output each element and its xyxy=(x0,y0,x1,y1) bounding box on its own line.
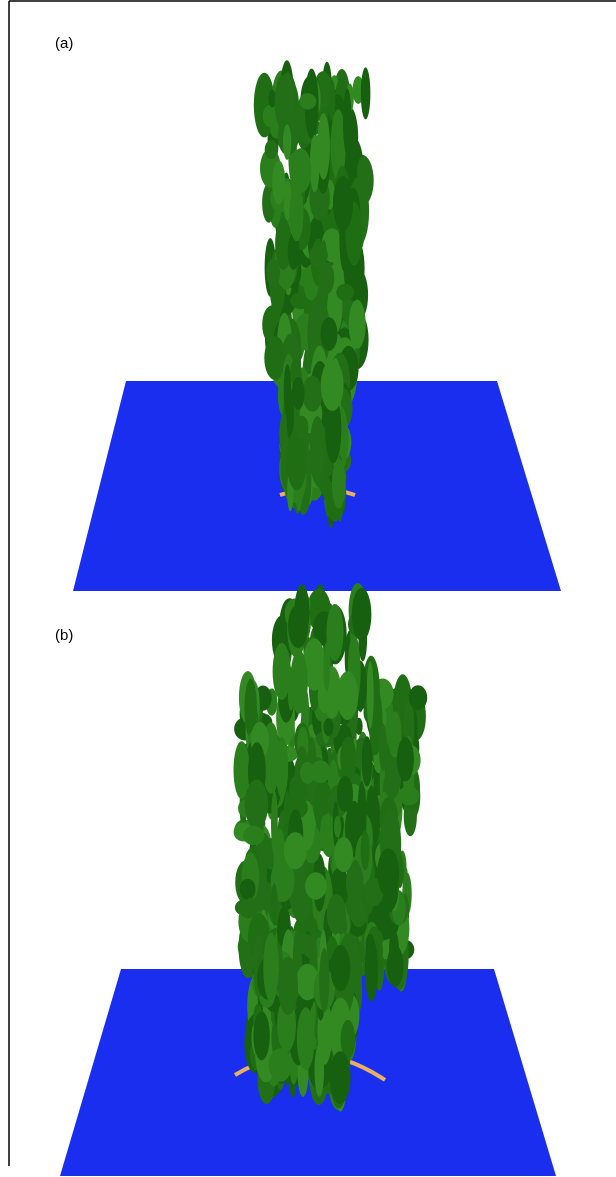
plume-blob xyxy=(334,816,341,837)
plume-blob xyxy=(321,317,338,351)
plume-blob xyxy=(409,685,427,710)
plume-blob xyxy=(278,957,298,1015)
plume-blob xyxy=(366,934,375,957)
plume-blob xyxy=(276,737,288,799)
plume-blob xyxy=(297,1007,315,1070)
plume-blob xyxy=(245,780,268,830)
plume-blob xyxy=(324,718,334,736)
plume-blob xyxy=(361,67,371,119)
plume-blob xyxy=(280,72,295,130)
plume-blob xyxy=(272,161,285,205)
plume-blob xyxy=(253,1011,269,1060)
plume-blob xyxy=(269,1048,292,1082)
figure: (a) (b) xyxy=(0,0,616,1177)
plume-blob xyxy=(290,650,308,714)
plume-blob xyxy=(318,262,335,295)
plume-blob xyxy=(289,777,298,806)
plume-blob xyxy=(310,416,325,480)
plume-blob xyxy=(273,643,291,700)
plume-blob xyxy=(292,377,305,410)
panel-label: (a) xyxy=(55,35,73,52)
plume-blob xyxy=(271,883,278,925)
plume-blob xyxy=(283,124,291,160)
plume-blob xyxy=(367,661,374,729)
plume-blob xyxy=(336,284,354,301)
plume-blob xyxy=(361,831,370,871)
plume-blob xyxy=(303,376,323,412)
plume-blob xyxy=(321,360,344,411)
plume-blob xyxy=(332,459,346,509)
plume-blob xyxy=(397,737,414,781)
plume-blob xyxy=(330,1051,351,1104)
plume-blob xyxy=(351,860,362,899)
plume-blob xyxy=(327,604,344,661)
plume-blob xyxy=(284,832,307,869)
plume-blob xyxy=(239,900,257,919)
plume-blob xyxy=(284,364,291,418)
plume-blob xyxy=(305,872,327,899)
plume-blob xyxy=(295,416,309,439)
plume-blob xyxy=(389,930,399,967)
plume-blob xyxy=(334,837,353,872)
plume-blob xyxy=(331,945,351,991)
plume-blob xyxy=(300,93,317,109)
plume-blob xyxy=(349,300,366,349)
plume-blob xyxy=(377,848,399,896)
plume-blob xyxy=(311,760,331,783)
plume-blob xyxy=(297,746,307,763)
plume-blob xyxy=(243,826,264,845)
plume-blob xyxy=(319,948,329,1012)
plume-blob xyxy=(362,736,373,786)
plume-blob xyxy=(359,616,368,662)
plume-blob xyxy=(263,933,279,1003)
plume-blob xyxy=(333,176,353,231)
plume-blob xyxy=(317,113,330,180)
plume-blob xyxy=(291,148,312,193)
panel-label: (b) xyxy=(55,627,73,644)
plume-blob xyxy=(337,671,358,720)
plume-blob xyxy=(357,157,367,188)
plume-blob xyxy=(265,140,278,159)
page: (a) (b) (() => { const data = JSON.parse… xyxy=(0,0,616,1177)
plume-blob xyxy=(240,879,256,900)
plume-blob xyxy=(290,186,304,242)
plume-blob xyxy=(343,89,352,156)
plume-blob xyxy=(295,584,310,637)
plume-blob xyxy=(379,723,387,771)
plume-blob xyxy=(337,776,353,812)
